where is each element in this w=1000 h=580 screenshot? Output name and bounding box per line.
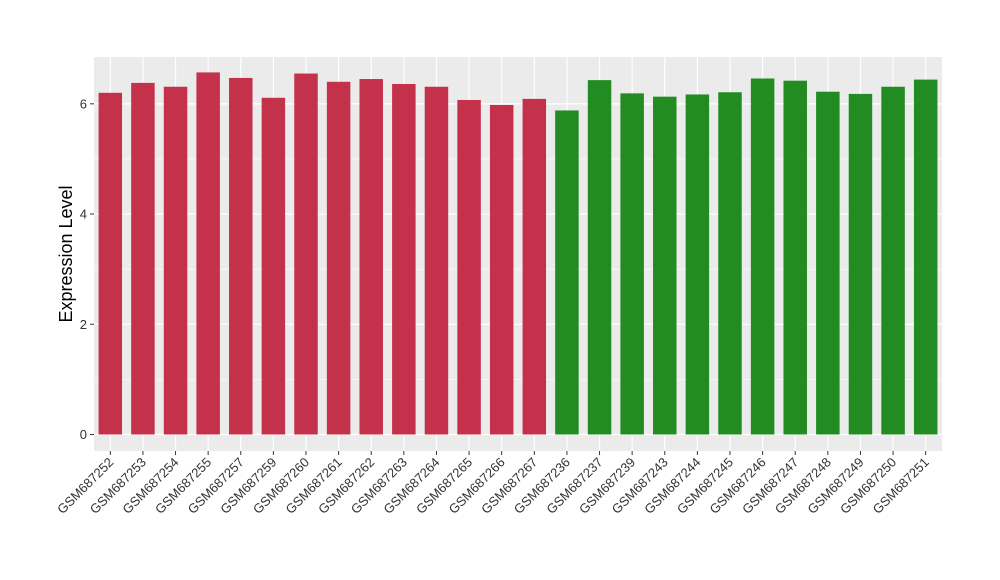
bar-GSM687246: [750, 78, 775, 435]
bar-GSM687254: [163, 86, 188, 435]
bar-GSM687263: [392, 84, 416, 435]
x-axis: GSM687252GSM687253GSM687254GSM687255GSM6…: [54, 451, 932, 517]
bar-GSM687236: [555, 110, 579, 435]
bar-GSM687266: [489, 104, 514, 435]
bar-GSM687267: [522, 98, 547, 435]
bar-GSM687262: [359, 79, 383, 435]
bar-GSM687260: [294, 73, 318, 435]
bars: [98, 72, 938, 435]
bar-GSM687250: [881, 86, 905, 435]
bar-GSM687249: [848, 93, 873, 435]
y-axis-title: Expression Level: [56, 185, 76, 322]
bar-GSM687255: [196, 72, 220, 435]
bar-GSM687247: [783, 80, 807, 435]
bar-GSM687253: [131, 82, 155, 435]
y-axis: 0 2 4 6: [80, 96, 94, 442]
bar-GSM687243: [653, 96, 677, 435]
bar-GSM687244: [685, 94, 710, 435]
y-tick-label: 0: [80, 427, 87, 442]
bar-GSM687239: [620, 93, 644, 435]
bar-GSM687248: [816, 91, 840, 435]
bar-GSM687257: [229, 77, 253, 435]
bar-GSM687264: [424, 86, 449, 435]
bar-GSM687251: [913, 79, 938, 435]
bar-GSM687252: [98, 92, 123, 435]
bar-GSM687265: [457, 99, 481, 435]
bar-GSM687259: [261, 97, 286, 435]
bar-GSM687261: [326, 81, 351, 435]
y-tick-label: 4: [80, 207, 87, 222]
y-tick-label: 2: [80, 317, 87, 332]
plot-panel: [94, 57, 942, 451]
bar-GSM687245: [718, 92, 742, 435]
y-tick-label: 6: [80, 96, 87, 111]
bar-GSM687237: [587, 80, 612, 435]
